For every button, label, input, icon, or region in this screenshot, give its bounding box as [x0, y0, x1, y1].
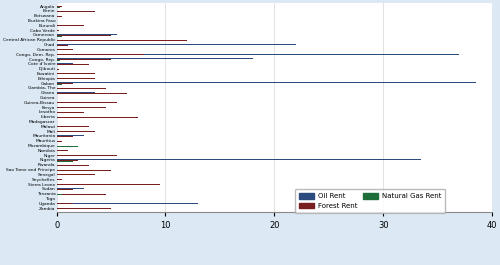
- Bar: [56, 189, 73, 190]
- Bar: [56, 73, 95, 74]
- Bar: [56, 179, 62, 180]
- Bar: [56, 84, 62, 85]
- Bar: [56, 63, 73, 64]
- Bar: [56, 36, 62, 37]
- Bar: [56, 59, 111, 60]
- Bar: [56, 203, 73, 204]
- Bar: [56, 126, 90, 127]
- Bar: [56, 93, 128, 94]
- Bar: [56, 64, 90, 65]
- Bar: [56, 40, 188, 41]
- Bar: [56, 34, 116, 35]
- Bar: [56, 135, 84, 136]
- Bar: [56, 7, 60, 8]
- Bar: [56, 174, 95, 175]
- Bar: [56, 54, 460, 55]
- Bar: [56, 88, 106, 89]
- Bar: [56, 203, 198, 204]
- Bar: [56, 107, 106, 108]
- Bar: [56, 11, 95, 12]
- Bar: [56, 136, 73, 137]
- Bar: [56, 184, 160, 185]
- Bar: [56, 64, 59, 65]
- Bar: [56, 160, 78, 161]
- Bar: [56, 131, 95, 132]
- Legend: Oil Rent, Forest Rent, Natural Gas Rent: Oil Rent, Forest Rent, Natural Gas Rent: [295, 189, 446, 213]
- Bar: [56, 145, 138, 147]
- Bar: [56, 6, 62, 7]
- Bar: [56, 194, 106, 195]
- Bar: [56, 92, 95, 93]
- Bar: [56, 102, 116, 103]
- Bar: [56, 198, 84, 199]
- Bar: [56, 146, 78, 147]
- Bar: [56, 54, 144, 55]
- Bar: [56, 78, 95, 79]
- Bar: [56, 117, 138, 118]
- Bar: [56, 188, 84, 189]
- Bar: [56, 141, 62, 142]
- Bar: [56, 154, 95, 156]
- Bar: [56, 112, 84, 113]
- Bar: [56, 35, 111, 36]
- Bar: [56, 82, 476, 83]
- Bar: [56, 165, 90, 166]
- Bar: [56, 155, 116, 156]
- Bar: [56, 60, 60, 61]
- Bar: [56, 45, 68, 46]
- Bar: [56, 25, 84, 26]
- Bar: [56, 208, 111, 209]
- Bar: [56, 44, 296, 45]
- Bar: [56, 83, 73, 84]
- Bar: [56, 16, 62, 17]
- Bar: [56, 161, 73, 162]
- Bar: [56, 194, 62, 195]
- Bar: [56, 30, 59, 31]
